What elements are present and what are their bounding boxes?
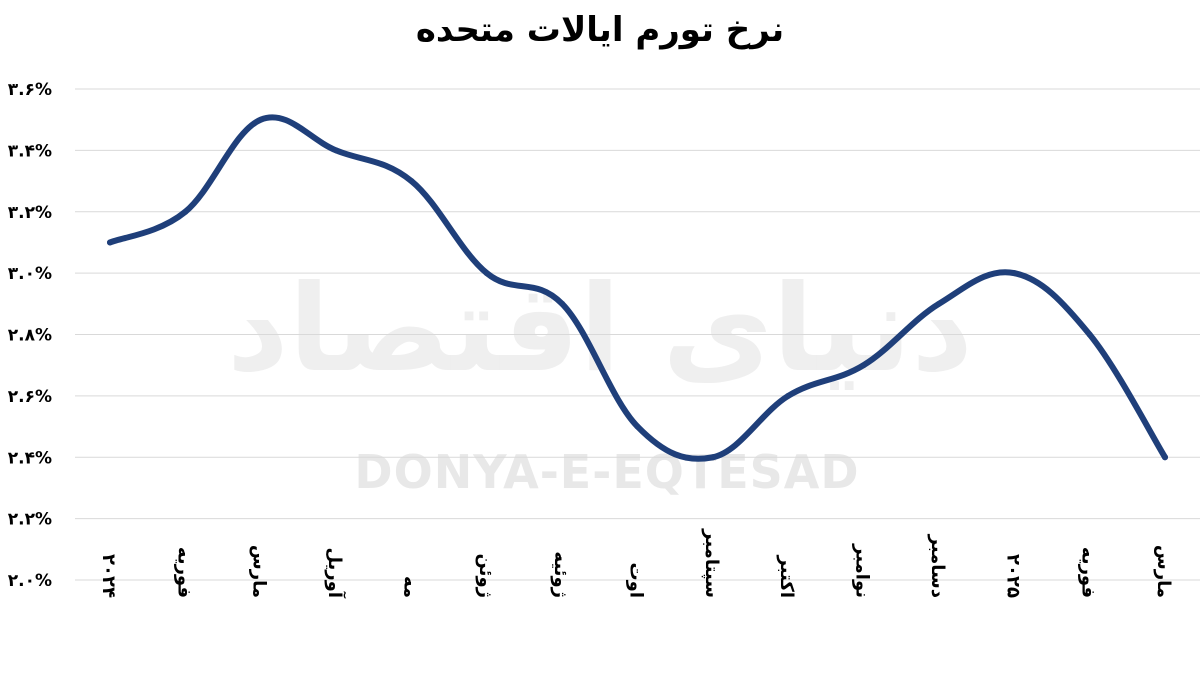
y-tick-label: ۲.۲% — [8, 510, 52, 530]
data-point — [333, 147, 340, 154]
data-point — [935, 300, 942, 307]
x-tick-label: ۲۰۲۵ — [1002, 554, 1023, 598]
y-tick-label: ۳.۶% — [8, 80, 52, 100]
series-line-inflation — [107, 114, 1168, 462]
y-tick-label: ۳.۰% — [8, 264, 52, 284]
data-point — [408, 178, 415, 185]
x-tick-label: فوریه — [1078, 547, 1099, 598]
data-point — [182, 208, 189, 215]
y-tick-label: ۳.۲% — [8, 203, 52, 223]
data-point — [1011, 270, 1018, 277]
data-point — [785, 392, 792, 399]
watermark-english: DONYA-E-EQTESAD — [354, 445, 859, 499]
data-point — [860, 362, 867, 369]
series-group — [107, 114, 1168, 462]
x-tick-label: مارس — [249, 545, 270, 598]
x-tick-label: سپتامبر — [701, 528, 722, 598]
x-tick-label: مه — [399, 576, 420, 598]
gridlines — [75, 88, 1200, 581]
data-point — [559, 300, 566, 307]
x-tick-label: اکتبر — [776, 554, 797, 598]
data-point — [257, 116, 264, 123]
x-tick-label: ژوئیه — [550, 551, 571, 598]
y-tick-label: ۳.۴% — [8, 141, 52, 161]
data-point — [107, 239, 113, 246]
x-tick-label: ژوئن — [475, 553, 496, 598]
x-tick-label: فوریه — [173, 547, 194, 598]
x-axis-ticks: ۲۰۲۴ فوریه مارس آوریل مه ژوئن ژوئیه اوت سپتامبر ا… — [98, 528, 1174, 599]
watermark-persian: دنیای اقتصاد — [227, 260, 973, 399]
data-point — [634, 423, 641, 430]
x-tick-label: مارس — [1153, 545, 1174, 598]
data-point — [709, 454, 716, 461]
y-axis-ticks: ۲.۰% ۲.۲% ۲.۴% ۲.۶% ۲.۸% ۳.۰% ۳.۲% ۳.۴% ۳.۶% — [8, 80, 52, 591]
y-tick-label: ۲.۰% — [8, 571, 52, 591]
x-tick-label: نوامبر — [852, 543, 873, 598]
x-tick-label: ۲۰۲۴ — [98, 554, 119, 598]
data-point — [1086, 331, 1093, 338]
y-tick-label: ۲.۸% — [8, 326, 52, 346]
watermark: دنیای اقتصاد DONYA-E-EQTESAD — [227, 260, 973, 499]
y-tick-label: ۲.۴% — [8, 448, 52, 468]
x-tick-label: آوریل — [324, 547, 347, 598]
x-tick-label: اوت — [626, 563, 647, 598]
chart-title: نرخ تورم ایالات متحده — [415, 10, 785, 50]
data-point — [483, 270, 490, 277]
y-tick-label: ۲.۶% — [8, 387, 52, 407]
data-point — [1162, 454, 1168, 461]
x-tick-label: دسامبر — [927, 534, 948, 598]
